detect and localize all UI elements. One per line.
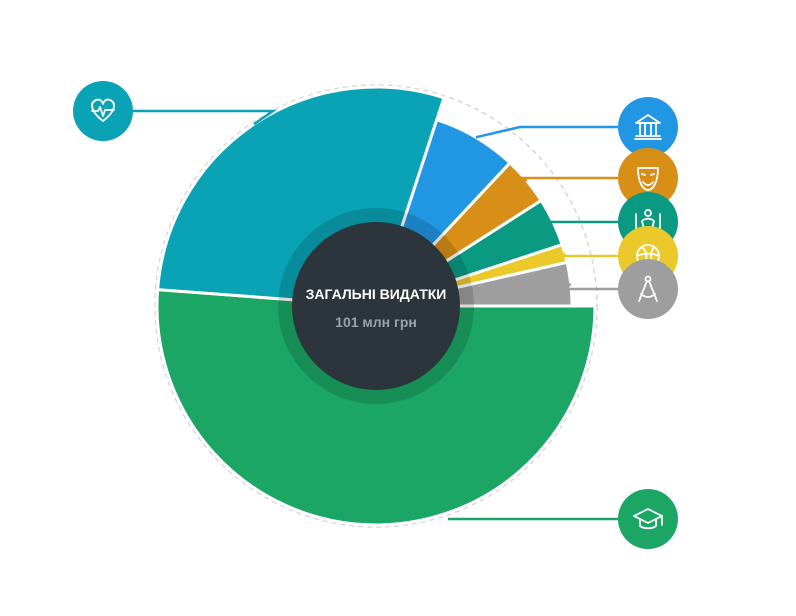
badge-circle bbox=[618, 259, 678, 319]
badge-circle bbox=[618, 489, 678, 549]
leader-line-heart-pulse bbox=[133, 109, 277, 126]
compass-drafting-icon bbox=[638, 275, 658, 302]
heart-pulse-icon bbox=[91, 98, 115, 122]
leader-line-theater-mask bbox=[519, 176, 618, 182]
museum-building-icon bbox=[634, 114, 662, 140]
legend-badge-compass-drafting[interactable] bbox=[618, 259, 678, 319]
legend-badge-museum-building[interactable] bbox=[618, 97, 678, 157]
legend-badge-theater-mask[interactable] bbox=[618, 148, 678, 208]
graduation-cap-icon bbox=[633, 508, 663, 530]
pie-slice-graduation-cap bbox=[155, 288, 597, 527]
center-value: 101 млн грн bbox=[335, 314, 417, 330]
leader-line-museum-building bbox=[475, 125, 618, 139]
badge-circle bbox=[73, 81, 133, 141]
center-disc bbox=[292, 222, 460, 390]
theater-mask-icon bbox=[637, 167, 659, 191]
badge-circle bbox=[618, 97, 678, 157]
callouts-group bbox=[73, 81, 678, 549]
leader-line-sports-ball bbox=[556, 252, 618, 258]
center-title: ЗАГАЛЬНІ ВИДАТКИ bbox=[306, 286, 447, 302]
badge-circle bbox=[618, 148, 678, 208]
leader-line-compass-drafting bbox=[558, 282, 618, 291]
outer-dashed-ring bbox=[154, 84, 598, 528]
legend-badge-graduation-cap[interactable] bbox=[618, 489, 678, 549]
legend-badge-heart-pulse[interactable] bbox=[73, 81, 133, 141]
